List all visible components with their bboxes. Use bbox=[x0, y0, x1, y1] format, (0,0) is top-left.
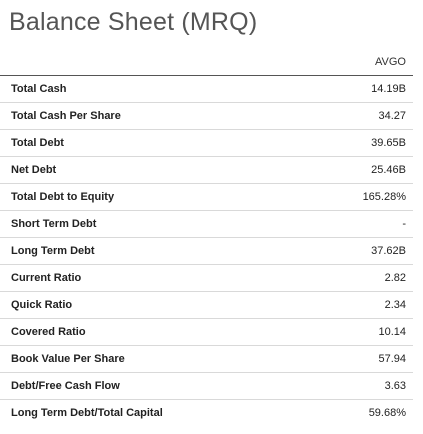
row-value: 25.46B bbox=[371, 164, 406, 176]
row-label: Total Cash bbox=[11, 83, 67, 95]
row-label: Quick Ratio bbox=[11, 299, 73, 311]
table-row: Total Cash 14.19B bbox=[0, 75, 413, 102]
row-label: Book Value Per Share bbox=[11, 353, 125, 365]
table-row: Net Debt 25.46B bbox=[0, 156, 413, 183]
table-row: Long Term Debt 37.62B bbox=[0, 237, 413, 264]
table-row: Current Ratio 2.82 bbox=[0, 264, 413, 291]
row-label: Current Ratio bbox=[11, 272, 82, 284]
row-value: 10.14 bbox=[378, 326, 406, 338]
table-row: Total Debt 39.65B bbox=[0, 129, 413, 156]
table-row: Long Term Debt/Total Capital 59.68% bbox=[0, 399, 413, 426]
row-label: Covered Ratio bbox=[11, 326, 86, 338]
column-header-ticker: AVGO bbox=[375, 56, 406, 68]
row-value: 37.62B bbox=[371, 245, 406, 257]
row-value: 2.34 bbox=[384, 299, 406, 311]
row-label: Net Debt bbox=[11, 164, 57, 176]
table-row: Covered Ratio 10.14 bbox=[0, 318, 413, 345]
balance-sheet-table: AVGO Total Cash 14.19B Total Cash Per Shar… bbox=[0, 52, 413, 426]
row-value: 3.63 bbox=[384, 380, 406, 392]
row-value: 14.19B bbox=[371, 83, 406, 95]
row-label: Long Term Debt/Total Capital bbox=[11, 407, 163, 419]
row-label: Debt/Free Cash Flow bbox=[11, 380, 120, 392]
table-row: Quick Ratio 2.34 bbox=[0, 291, 413, 318]
table-row: Total Debt to Equity 165.28% bbox=[0, 183, 413, 210]
table-body: Total Cash 14.19B Total Cash Per Share 34.2… bbox=[0, 75, 413, 426]
page-title: Balance Sheet (MRQ) bbox=[9, 8, 258, 36]
row-label: Long Term Debt bbox=[11, 245, 95, 257]
row-value: - bbox=[402, 218, 406, 230]
row-label: Short Term Debt bbox=[11, 218, 97, 230]
table-row: Short Term Debt - bbox=[0, 210, 413, 237]
table-header-row: AVGO bbox=[0, 52, 413, 75]
row-value: 59.68% bbox=[368, 407, 406, 419]
table-row: Book Value Per Share 57.94 bbox=[0, 345, 413, 372]
row-value: 39.65B bbox=[371, 137, 406, 149]
row-label: Total Cash Per Share bbox=[11, 110, 121, 122]
row-value: 34.27 bbox=[378, 110, 406, 122]
row-value: 57.94 bbox=[378, 353, 406, 365]
row-label: Total Debt bbox=[11, 137, 64, 149]
row-value: 2.82 bbox=[384, 272, 406, 284]
row-label: Total Debt to Equity bbox=[11, 191, 115, 203]
row-value: 165.28% bbox=[362, 191, 406, 203]
table-row: Total Cash Per Share 34.27 bbox=[0, 102, 413, 129]
table-row: Debt/Free Cash Flow 3.63 bbox=[0, 372, 413, 399]
